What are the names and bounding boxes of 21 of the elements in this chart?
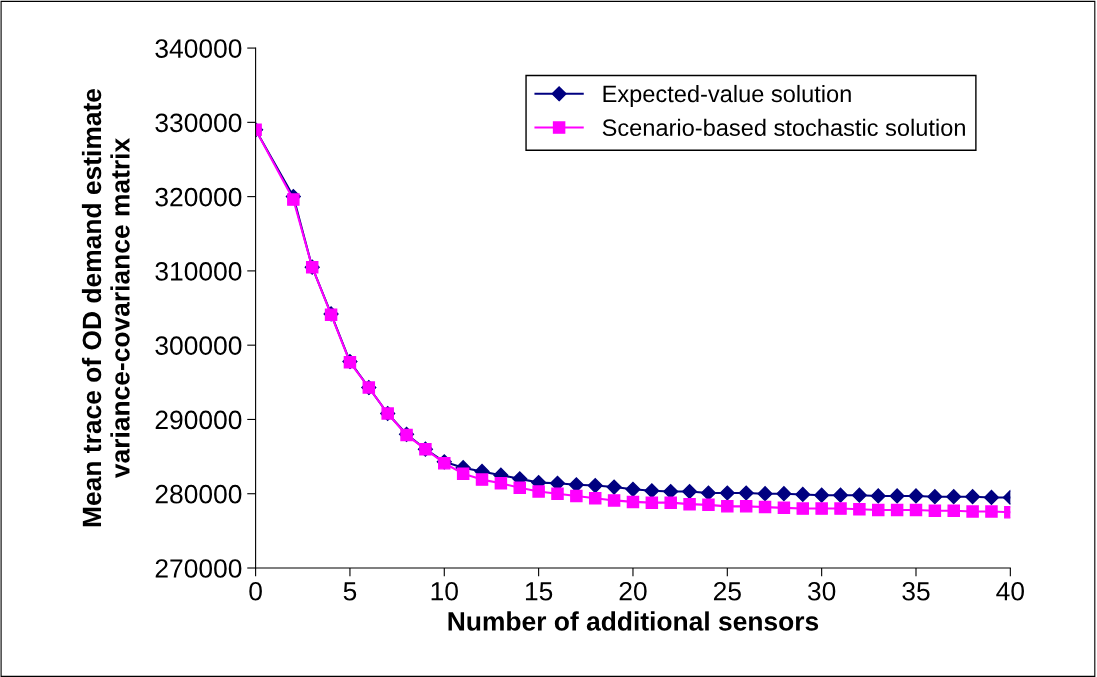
y-tick-label: 280000 — [155, 484, 242, 504]
y-tick-label: 300000 — [155, 336, 242, 355]
x-axis-title: Number of additional sensors — [448, 611, 819, 631]
y-axis-title: Mean trace of OD demand estimate variance-covariance matrix — [81, 88, 130, 527]
x-tick-label: 15 — [525, 582, 553, 601]
y-tick-label: 310000 — [155, 262, 242, 281]
legend-label: Scenario-based stochastic solution — [602, 118, 965, 137]
y-tick-label: 320000 — [155, 187, 242, 207]
x-tick-label: 10 — [431, 581, 458, 601]
y-tick-label: 290000 — [155, 410, 242, 430]
legend-label: Expected-value solution — [603, 84, 851, 107]
x-tick-label: 40 — [996, 581, 1024, 601]
y-tick-label: 330000 — [155, 113, 242, 133]
x-tick-label: 5 — [343, 582, 357, 601]
x-tick-label: 30 — [807, 581, 836, 601]
x-tick-label: 25 — [713, 581, 741, 601]
x-tick-label: 0 — [249, 581, 262, 601]
x-tick-label: 20 — [619, 581, 647, 601]
x-tick-label: 35 — [902, 581, 930, 601]
y-tick-label: 340000 — [155, 39, 242, 58]
y-tick-label: 270000 — [155, 559, 242, 578]
